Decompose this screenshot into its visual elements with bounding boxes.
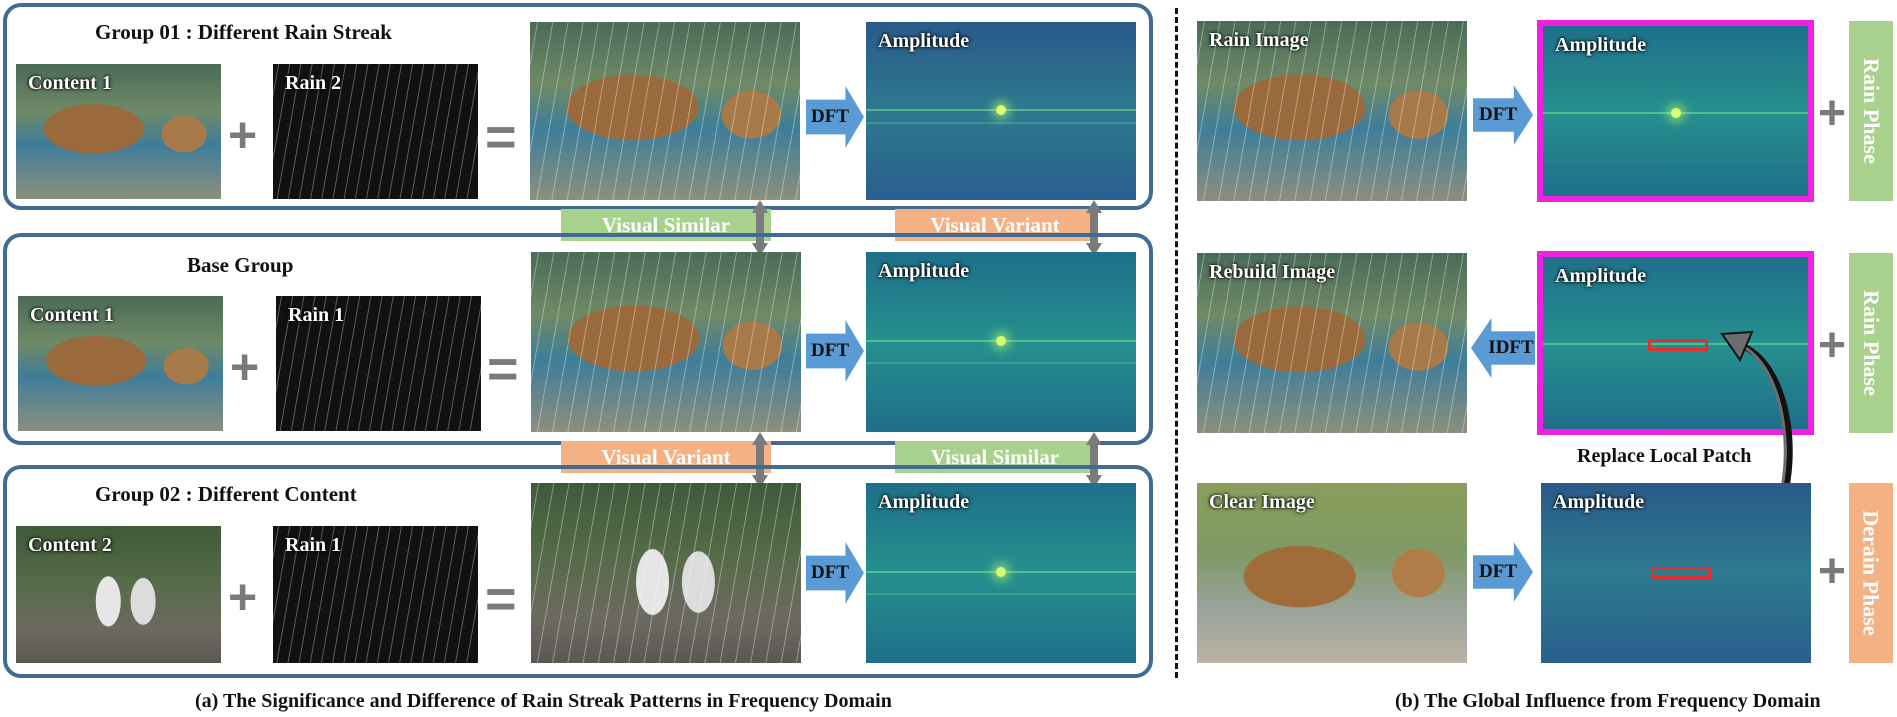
amplitude-image-b1: Amplitude [1537,20,1814,202]
amplitude-image-g1: Amplitude [866,22,1136,200]
plus-operator: + [228,569,258,625]
dft-label: DFT [811,562,849,583]
rain-image-label: Rain Image [1209,29,1309,51]
rain-label: Rain 1 [288,304,345,326]
derain-phase-tag: Derain Phase [1849,483,1893,663]
rain-2-image: Rain 2 [273,64,478,199]
rebuild-image: Rebuild Image [1197,253,1467,433]
local-patch-rebuild [1648,339,1708,351]
panel-b-caption: (b) The Global Influence from Frequency … [1395,690,1821,712]
amplitude-image-b2: Amplitude [1537,251,1814,435]
spectrum-center [996,567,1006,577]
rain-phase-tag-1: Rain Phase [1849,21,1893,201]
dft-label: DFT [1479,104,1517,125]
dft-arrow-b1: DFT [1473,85,1533,145]
group-01-box [3,3,1153,210]
spectrum-center [996,105,1006,115]
plus-operator: + [1818,87,1847,140]
content-1-image-base: Content 1 [18,296,223,431]
dft-arrow-b3: DFT [1473,542,1533,602]
content-2-image: Content 2 [16,526,221,663]
panel-a-caption: (a) The Significance and Difference of R… [195,690,892,712]
idft-arrow: IDFT [1471,318,1535,378]
rain-image: Rain Image [1197,21,1467,201]
dft-label: DFT [811,106,849,127]
rainy-image-g1 [530,22,800,200]
spectrum-line [866,122,1136,124]
dft-label: DFT [1479,561,1517,582]
idft-label: IDFT [1488,337,1534,358]
amplitude-label: Amplitude [878,30,970,52]
spectrum-line [866,593,1136,595]
rain-phase-tag-2: Rain Phase [1849,253,1893,433]
base-group-title: Base Group [187,253,294,277]
rain-label: Rain 2 [285,72,342,94]
group-02-title: Group 02 : Different Content [95,482,357,506]
rebuild-image-label: Rebuild Image [1209,261,1336,283]
amplitude-image-base: Amplitude [866,252,1136,432]
content-label: Content 1 [28,72,112,94]
equals-operator: = [487,339,519,399]
content-label: Content 2 [28,534,112,556]
equals-operator: = [485,107,517,167]
spectrum-line [1543,343,1808,345]
group-02-box [3,465,1153,678]
plus-operator: + [1818,319,1847,372]
amplitude-label: Amplitude [1555,265,1647,287]
spectrum-center [996,336,1006,346]
spectrum-line [866,362,1136,364]
amplitude-image-g2: Amplitude [866,483,1136,663]
panel-divider [1175,8,1178,678]
rain-1-image-g2: Rain 1 [273,526,478,663]
replace-local-patch-label: Replace Local Patch [1577,445,1752,467]
amplitude-label: Amplitude [878,260,970,282]
rain-1-image-base: Rain 1 [276,296,481,431]
amplitude-label: Amplitude [1555,34,1647,56]
clear-image-label: Clear Image [1209,491,1315,513]
equals-operator: = [485,569,517,629]
rainy-image-g2 [531,483,801,663]
content-label: Content 1 [30,304,114,326]
amplitude-label: Amplitude [878,491,970,513]
rain-phase-label: Rain Phase [1859,290,1884,396]
plus-operator: + [1818,545,1847,598]
clear-image: Clear Image [1197,483,1467,663]
derain-phase-label: Derain Phase [1859,510,1885,636]
rain-phase-label: Rain Phase [1859,58,1884,164]
rain-label: Rain 1 [285,534,342,556]
amplitude-label: Amplitude [1553,491,1645,513]
dft-label: DFT [811,340,849,361]
plus-operator: + [230,339,260,395]
group-01-title: Group 01 : Different Rain Streak [95,20,392,44]
content-1-image-g1: Content 1 [16,64,221,199]
spectrum-center [1671,108,1681,118]
local-patch-clear [1651,567,1711,579]
plus-operator: + [228,107,258,163]
amplitude-image-b3: Amplitude [1541,483,1811,663]
rainy-image-base [531,252,801,432]
